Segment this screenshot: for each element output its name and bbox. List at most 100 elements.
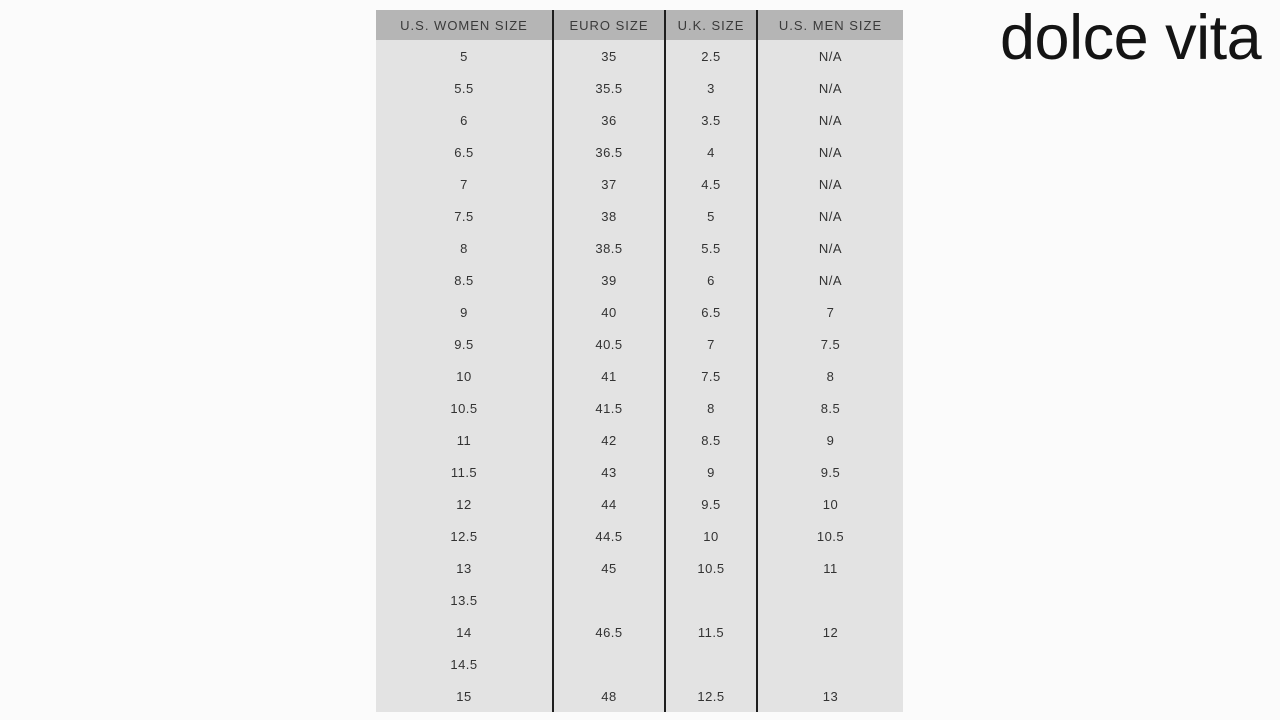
table-cell: 36: [552, 104, 665, 136]
table-cell: 12: [376, 488, 553, 520]
table-row: 11 42 8.5 9: [376, 424, 903, 456]
table-cell: 41.5: [552, 392, 665, 424]
table-cell: 13: [376, 552, 553, 584]
table-cell: 44.5: [552, 520, 665, 552]
table-cell: 9: [756, 424, 903, 456]
table-cell: 7.5: [664, 360, 757, 392]
table-cell: 41: [552, 360, 665, 392]
table-row: 15 48 12.5 13: [376, 680, 903, 712]
table-cell: 10.5: [376, 392, 553, 424]
table-cell: 9.5: [664, 488, 757, 520]
table-cell: 7: [664, 328, 757, 360]
table-cell: 46.5: [552, 616, 665, 648]
table-cell: 6: [376, 104, 553, 136]
table-cell: 42: [552, 424, 665, 456]
table-cell: 6.5: [376, 136, 553, 168]
table-row: 11.5 43 9 9.5: [376, 456, 903, 488]
table-cell: 7.5: [376, 200, 553, 232]
table-cell: 11: [376, 424, 553, 456]
table-cell: 11.5: [376, 456, 553, 488]
table-cell: 7: [376, 168, 553, 200]
table-cell: 5: [664, 200, 757, 232]
table-cell: N/A: [756, 40, 903, 72]
table-cell: 38: [552, 200, 665, 232]
table-cell: 40.5: [552, 328, 665, 360]
table-cell: 36.5: [552, 136, 665, 168]
table-cell: 8.5: [756, 392, 903, 424]
table-cell: 9: [376, 296, 553, 328]
table-cell: 8.5: [664, 424, 757, 456]
table-cell: 48: [552, 680, 665, 712]
table-row: 7 37 4.5 N/A: [376, 168, 903, 200]
table-cell: 40: [552, 296, 665, 328]
table-row: 13.5: [376, 584, 903, 616]
table-cell: 35.5: [552, 72, 665, 104]
column-header-euro-size: EURO SIZE: [552, 10, 665, 40]
table-row: 8 38.5 5.5 N/A: [376, 232, 903, 264]
table-cell: N/A: [756, 104, 903, 136]
column-header-us-women-size: U.S. WOMEN SIZE: [376, 10, 553, 40]
table-cell: 8: [756, 360, 903, 392]
table-cell: 39: [552, 264, 665, 296]
table-cell: [664, 648, 757, 680]
table-cell: [756, 648, 903, 680]
table-cell: 8: [664, 392, 757, 424]
column-header-us-men-size: U.S. MEN SIZE: [756, 10, 903, 40]
table-cell: 43: [552, 456, 665, 488]
table-row: 14 46.5 11.5 12: [376, 616, 903, 648]
brand-logo: dolce vita: [1000, 3, 1262, 73]
table-cell: 13: [756, 680, 903, 712]
table-cell: 45: [552, 552, 665, 584]
table-row: 9 40 6.5 7: [376, 296, 903, 328]
table-row: 12 44 9.5 10: [376, 488, 903, 520]
table-cell: 10: [756, 488, 903, 520]
table-cell: 12: [756, 616, 903, 648]
table-cell: 44: [552, 488, 665, 520]
table-cell: N/A: [756, 72, 903, 104]
table-cell: [756, 584, 903, 616]
table-cell: 10: [664, 520, 757, 552]
table-cell: [664, 584, 757, 616]
table-row: 12.5 44.5 10 10.5: [376, 520, 903, 552]
table-cell: 8.5: [376, 264, 553, 296]
table-cell: 12.5: [664, 680, 757, 712]
header-row: U.S. WOMEN SIZE EURO SIZE U.K. SIZE U.S.…: [376, 10, 903, 40]
table-row: 10.5 41.5 8 8.5: [376, 392, 903, 424]
table-row: 6 36 3.5 N/A: [376, 104, 903, 136]
table-cell: 6: [664, 264, 757, 296]
table-cell: 10.5: [664, 552, 757, 584]
table-cell: 3: [664, 72, 757, 104]
table-row: 5 35 2.5 N/A: [376, 40, 903, 72]
table-cell: N/A: [756, 264, 903, 296]
table-cell: 6.5: [664, 296, 757, 328]
table-row: 9.5 40.5 7 7.5: [376, 328, 903, 360]
table-cell: 9.5: [376, 328, 553, 360]
table-cell: 10.5: [756, 520, 903, 552]
table-cell: 14.5: [376, 648, 553, 680]
table-cell: 12.5: [376, 520, 553, 552]
column-header-uk-size: U.K. SIZE: [664, 10, 757, 40]
table-cell: [552, 584, 665, 616]
table-cell: 9.5: [756, 456, 903, 488]
table-row: 5.5 35.5 3 N/A: [376, 72, 903, 104]
table-cell: 9: [664, 456, 757, 488]
table-cell: 3.5: [664, 104, 757, 136]
table-row: 7.5 38 5 N/A: [376, 200, 903, 232]
table-cell: [552, 648, 665, 680]
table-row: 14.5: [376, 648, 903, 680]
table-cell: 15: [376, 680, 553, 712]
size-conversion-table: U.S. WOMEN SIZE EURO SIZE U.K. SIZE U.S.…: [376, 10, 903, 712]
table-cell: 35: [552, 40, 665, 72]
table-cell: 7: [756, 296, 903, 328]
table-cell: 5: [376, 40, 553, 72]
table-cell: N/A: [756, 200, 903, 232]
table-cell: 11: [756, 552, 903, 584]
table-cell: 5.5: [664, 232, 757, 264]
table-cell: N/A: [756, 168, 903, 200]
table-row: 6.5 36.5 4 N/A: [376, 136, 903, 168]
table-cell: N/A: [756, 232, 903, 264]
table-cell: 4.5: [664, 168, 757, 200]
table-row: 10 41 7.5 8: [376, 360, 903, 392]
table-cell: 2.5: [664, 40, 757, 72]
table-cell: 7.5: [756, 328, 903, 360]
